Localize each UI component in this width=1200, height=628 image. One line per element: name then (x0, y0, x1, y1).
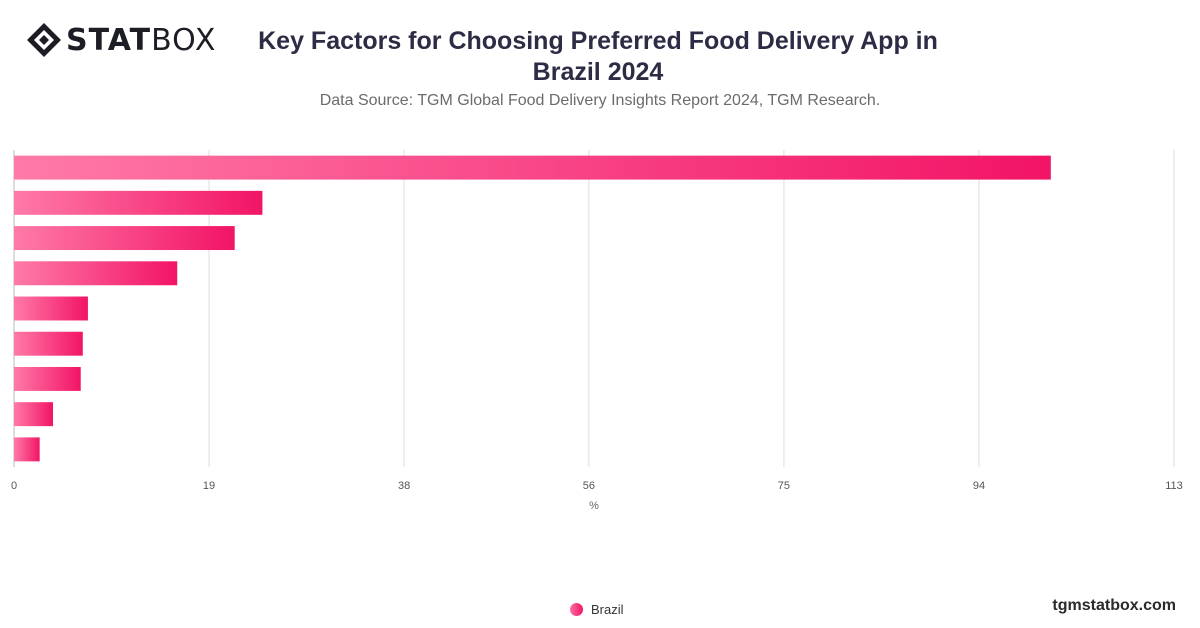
legend[interactable]: Brazil (570, 602, 624, 617)
bar-3[interactable] (14, 226, 235, 251)
bar-5[interactable] (14, 296, 88, 321)
x-tick-label: 75 (778, 480, 790, 492)
x-tick-label: 0 (11, 480, 17, 492)
x-tick-label: 56 (583, 480, 595, 492)
bar-8[interactable] (14, 402, 54, 427)
x-tick-label: 94 (973, 480, 985, 492)
bars (14, 155, 1051, 462)
chart-subtitle: Data Source: TGM Global Food Delivery In… (319, 92, 881, 109)
brand-bold-text: STAT (66, 22, 152, 58)
footer-website: tgmstatbox.com (1052, 597, 1176, 614)
bar-2[interactable] (14, 190, 263, 215)
chart-title: Key Factors for Choosing Preferred Food … (258, 27, 938, 86)
bar-7[interactable] (14, 366, 81, 391)
x-tick-label: 113 (1165, 480, 1183, 492)
bar-4[interactable] (14, 261, 178, 286)
x-tick-label: 19 (203, 480, 215, 492)
legend-marker (570, 603, 583, 616)
bar-1[interactable] (14, 155, 1051, 180)
grid-lines (13, 150, 1175, 467)
bar-6[interactable] (14, 331, 83, 356)
bar-9[interactable] (14, 437, 40, 462)
diamond-logo-icon (27, 23, 61, 57)
x-tick-labels: 0 19 38 56 75 94 113 (11, 480, 1183, 492)
statbox-logo: STAT BOX (26, 22, 216, 58)
x-axis-label: % (589, 500, 599, 512)
brand-light-text: BOX (151, 22, 217, 58)
legend-label-brazil: Brazil (591, 602, 624, 617)
x-tick-label: 38 (398, 480, 410, 492)
